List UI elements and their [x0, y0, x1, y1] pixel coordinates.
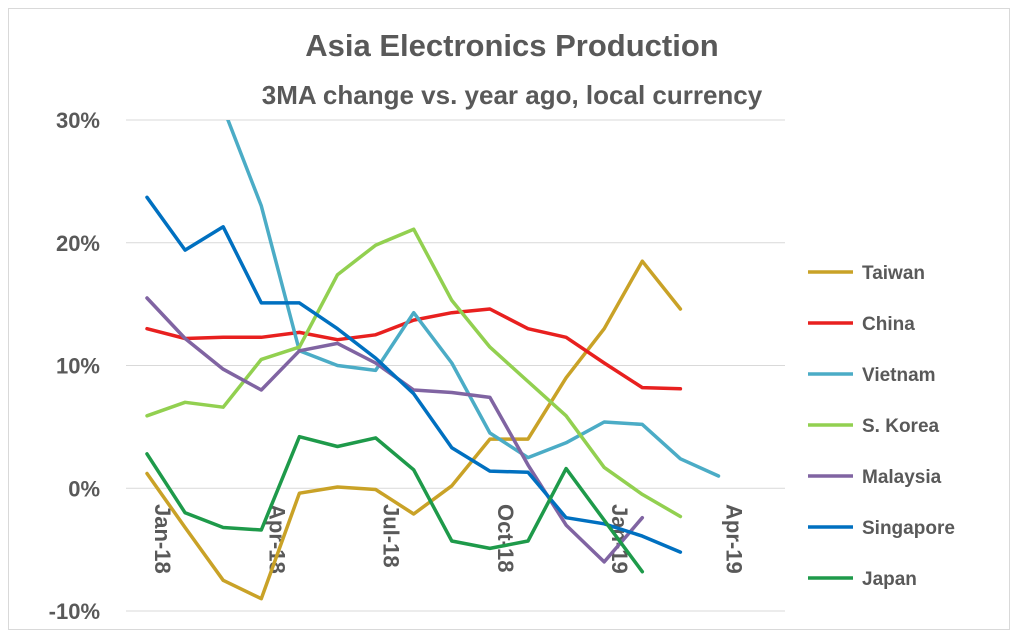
- x-tick-label: Jul-18: [379, 504, 404, 568]
- legend-label: China: [862, 314, 915, 335]
- y-tick-label: 20%: [56, 231, 100, 256]
- legend-label: Malaysia: [862, 467, 942, 488]
- x-tick-label: Oct-18: [493, 504, 518, 572]
- series-lines: [145, 120, 721, 601]
- series-line-japan: [145, 434, 645, 574]
- legend-label: Singapore: [862, 518, 955, 539]
- x-tick-label: Jan-18: [150, 504, 175, 574]
- y-tick-label: 0%: [68, 476, 100, 501]
- y-axis-labels: 30% 20% 10% 0% -10%: [49, 108, 100, 624]
- legend-label: S. Korea: [862, 416, 940, 437]
- legend-label: Vietnam: [862, 365, 936, 386]
- legend-label: Japan: [862, 569, 917, 590]
- x-axis-labels: Jan-18 Apr-18 Jul-18 Oct-18 Jan-19 Apr-19: [150, 504, 747, 574]
- series-line-s-korea: [145, 227, 683, 519]
- legend-label: Taiwan: [862, 263, 925, 284]
- series-line-china: [145, 307, 683, 391]
- y-tick-label: 10%: [56, 354, 100, 379]
- legend: Taiwan China Vietnam S. Korea Malaysia Singap…: [808, 263, 955, 590]
- series-line-taiwan: [145, 259, 683, 601]
- chart-title: Asia Electronics Production: [305, 28, 719, 63]
- chart-frame: [8, 8, 1010, 630]
- gridlines: [126, 119, 785, 612]
- series-line-singapore: [145, 195, 683, 554]
- series-line-vietnam: [226, 120, 721, 478]
- chart-subtitle: 3MA change vs. year ago, local currency: [261, 80, 763, 110]
- x-tick-label: Apr-19: [722, 504, 747, 574]
- y-tick-label: 30%: [56, 108, 100, 133]
- y-tick-label: -10%: [49, 599, 100, 624]
